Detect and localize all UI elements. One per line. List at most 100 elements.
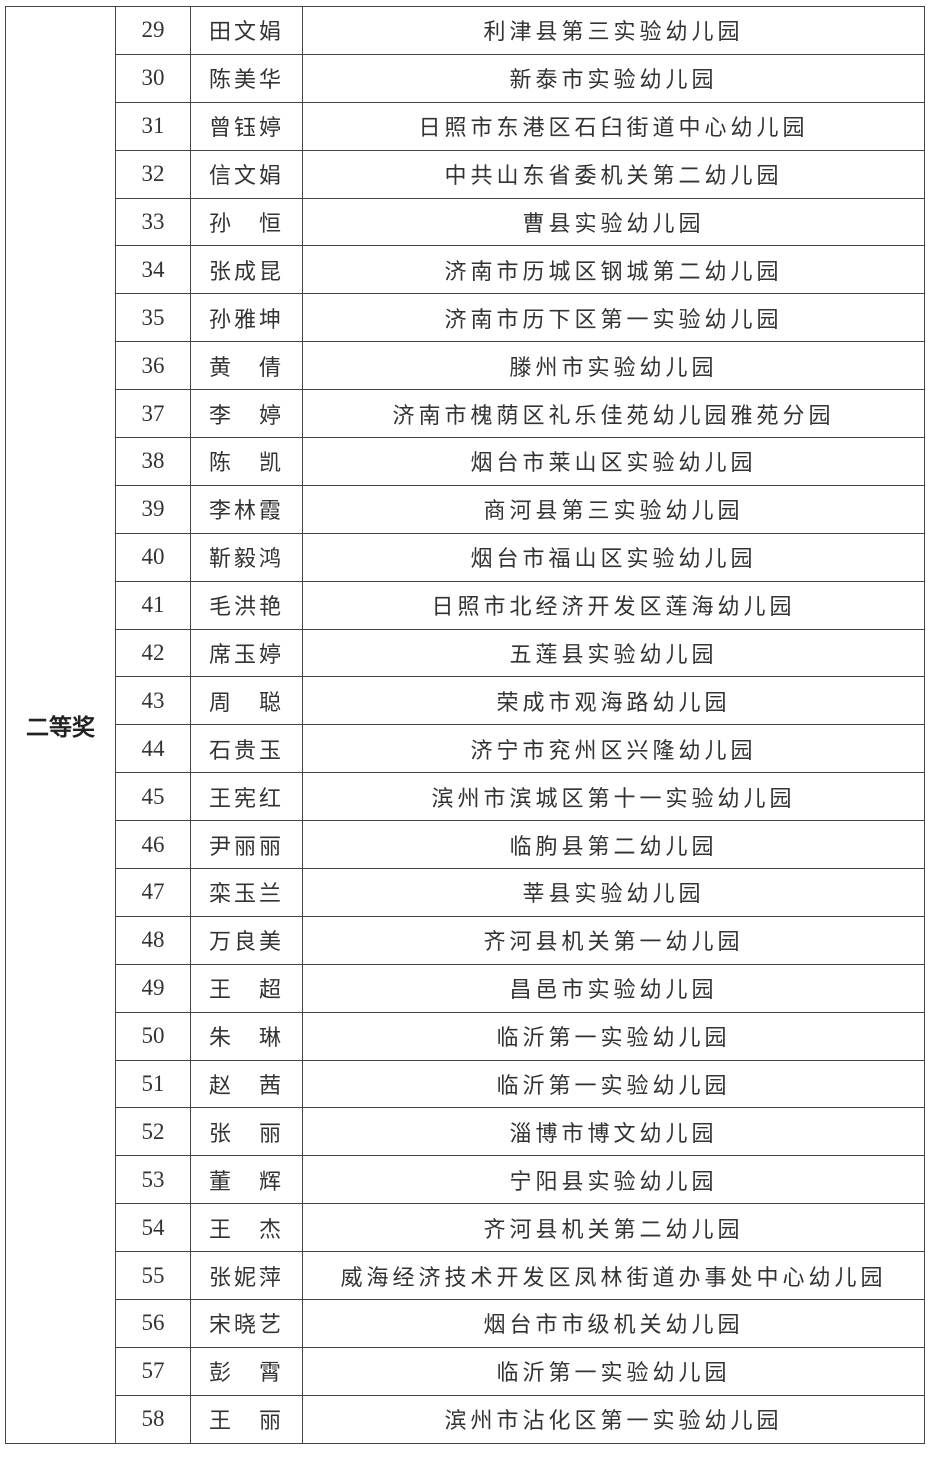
number-cell: 33 (115, 197, 191, 247)
name-cell: 董 辉 (190, 1155, 303, 1205)
school-cell: 日照市北经济开发区莲海幼儿园 (302, 580, 925, 630)
name-cell: 赵 茜 (190, 1059, 303, 1109)
school-cell: 五莲县实验幼儿园 (302, 628, 925, 678)
school-cell: 齐河县机关第一幼儿园 (302, 915, 925, 965)
table-row: 43 周 聪荣成市观海路幼儿园 (6, 676, 925, 726)
school-cell: 滨州市滨城区第十一实验幼儿园 (302, 772, 925, 822)
school-cell: 济南市槐荫区礼乐佳苑幼儿园雅苑分园 (302, 389, 925, 439)
school-cell: 昌邑市实验幼儿园 (302, 963, 925, 1013)
name-cell: 王宪红 (190, 772, 303, 822)
table-row: 38 陈 凯烟台市莱山区实验幼儿园 (6, 437, 925, 486)
table-row: 54 王 杰齐河县机关第二幼儿园 (6, 1203, 925, 1253)
name-cell: 张妮萍 (190, 1251, 303, 1301)
table-row: 51 赵 茜临沂第一实验幼儿园 (6, 1059, 925, 1109)
table-row: 48 万良美 齐河县机关第一幼儿园 (6, 915, 925, 965)
table-row: 39 李林霞 商河县第三实验幼儿园 (6, 484, 925, 534)
number-cell: 38 (115, 437, 191, 486)
name-cell: 朱 琳 (190, 1011, 303, 1061)
table-row: 34 张成昆 济南市历城区钢城第二幼儿园 (6, 245, 925, 295)
number-cell: 43 (115, 676, 191, 726)
table-row: 41 毛洪艳 日照市北经济开发区莲海幼儿园 (6, 580, 925, 630)
school-cell: 滕州市实验幼儿园 (302, 341, 925, 391)
school-cell: 利津县第三实验幼儿园 (302, 6, 925, 55)
school-cell: 济宁市兖州区兴隆幼儿园 (302, 724, 925, 774)
table-row: 53 董 辉宁阳县实验幼儿园 (6, 1155, 925, 1205)
name-cell: 黄 倩 (190, 341, 303, 391)
number-cell: 52 (115, 1107, 191, 1157)
name-cell: 孙 恒 (190, 197, 303, 247)
number-cell: 30 (115, 53, 191, 103)
school-cell: 临朐县第二幼儿园 (302, 820, 925, 870)
name-cell: 石贵玉 (190, 724, 303, 774)
number-cell: 34 (115, 245, 191, 295)
name-cell: 李 婷 (190, 389, 303, 439)
table-row: 31 曾钰婷 日照市东港区石臼街道中心幼儿园 (6, 101, 925, 151)
name-cell: 李林霞 (190, 484, 303, 534)
school-cell: 临沂第一实验幼儿园 (302, 1059, 925, 1109)
school-cell: 临沂第一实验幼儿园 (302, 1011, 925, 1061)
number-cell: 31 (115, 101, 191, 151)
table-row: 46 尹丽丽 临朐县第二幼儿园 (6, 820, 925, 870)
table-row: 30 陈美华 新泰市实验幼儿园 (6, 53, 925, 103)
table-row: 44 石贵玉 济宁市兖州区兴隆幼儿园 (6, 724, 925, 774)
school-cell: 荣成市观海路幼儿园 (302, 676, 925, 726)
school-cell: 临沂第一实验幼儿园 (302, 1346, 925, 1396)
name-cell: 张 丽 (190, 1107, 303, 1157)
school-cell: 济南市历城区钢城第二幼儿园 (302, 245, 925, 295)
name-cell: 尹丽丽 (190, 820, 303, 870)
name-cell: 王 超 (190, 963, 303, 1013)
name-cell: 宋晓艺 (190, 1299, 303, 1348)
table-row: 33 孙 恒曹县实验幼儿园 (6, 197, 925, 247)
number-cell: 44 (115, 724, 191, 774)
school-cell: 烟台市福山区实验幼儿园 (302, 532, 925, 582)
name-cell: 周 聪 (190, 676, 303, 726)
number-cell: 56 (115, 1299, 191, 1348)
number-cell: 53 (115, 1155, 191, 1205)
number-cell: 54 (115, 1203, 191, 1253)
name-cell: 孙雅坤 (190, 293, 303, 343)
school-cell: 济南市历下区第一实验幼儿园 (302, 293, 925, 343)
number-cell: 58 (115, 1394, 191, 1444)
name-cell: 曾钰婷 (190, 101, 303, 151)
number-cell: 57 (115, 1346, 191, 1396)
number-cell: 46 (115, 820, 191, 870)
table-row: 55 张妮萍 威海经济技术开发区凤林街道办事处中心幼儿园 (6, 1251, 925, 1301)
table-row: 47 栾玉兰 莘县实验幼儿园 (6, 868, 925, 917)
number-cell: 49 (115, 963, 191, 1013)
school-cell: 滨州市沾化区第一实验幼儿园 (302, 1394, 925, 1444)
number-cell: 47 (115, 868, 191, 917)
award-table: 二等奖 29 田文娟 利津县第三实验幼儿园 30 陈美华 新泰市实验幼儿园 31 曾钰婷 日照市东… (5, 6, 925, 1444)
number-cell: 40 (115, 532, 191, 582)
table-row: 37 李 婷济南市槐荫区礼乐佳苑幼儿园雅苑分园 (6, 389, 925, 439)
school-cell: 中共山东省委机关第二幼儿园 (302, 149, 925, 199)
number-cell: 39 (115, 484, 191, 534)
table-row: 52 张 丽淄博市博文幼儿园 (6, 1107, 925, 1157)
award-level-cell: 二等奖 (5, 6, 116, 1444)
name-cell: 毛洪艳 (190, 580, 303, 630)
name-cell: 陈 凯 (190, 437, 303, 486)
name-cell: 张成昆 (190, 245, 303, 295)
table-row: 32 信文娟 中共山东省委机关第二幼儿园 (6, 149, 925, 199)
number-cell: 32 (115, 149, 191, 199)
school-cell: 宁阳县实验幼儿园 (302, 1155, 925, 1205)
school-cell: 新泰市实验幼儿园 (302, 53, 925, 103)
number-cell: 42 (115, 628, 191, 678)
name-cell: 田文娟 (190, 6, 303, 55)
name-cell: 王 丽 (190, 1394, 303, 1444)
school-cell: 威海经济技术开发区凤林街道办事处中心幼儿园 (302, 1251, 925, 1301)
school-cell: 烟台市莱山区实验幼儿园 (302, 437, 925, 486)
name-cell: 靳毅鸿 (190, 532, 303, 582)
number-cell: 55 (115, 1251, 191, 1301)
number-cell: 37 (115, 389, 191, 439)
table-row: 42 席玉婷 五莲县实验幼儿园 (6, 628, 925, 678)
number-cell: 45 (115, 772, 191, 822)
school-cell: 烟台市市级机关幼儿园 (302, 1299, 925, 1348)
number-cell: 36 (115, 341, 191, 391)
name-cell: 彭 霄 (190, 1346, 303, 1396)
table-row: 50 朱 琳临沂第一实验幼儿园 (6, 1011, 925, 1061)
school-cell: 商河县第三实验幼儿园 (302, 484, 925, 534)
name-cell: 万良美 (190, 915, 303, 965)
table-row: 57 彭 霄临沂第一实验幼儿园 (6, 1346, 925, 1396)
name-cell: 栾玉兰 (190, 868, 303, 917)
school-cell: 齐河县机关第二幼儿园 (302, 1203, 925, 1253)
